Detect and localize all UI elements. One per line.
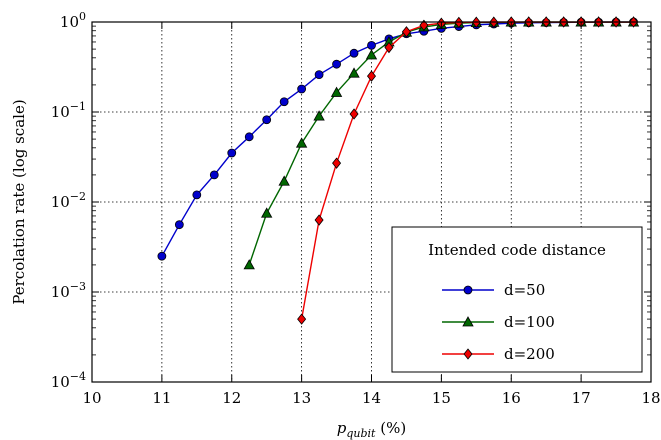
y-tick-label: 10−4: [51, 370, 86, 391]
data-point-d=200: [332, 157, 342, 169]
x-axis-label-unit: (%): [375, 419, 406, 437]
data-point-d=50: [209, 170, 219, 180]
x-tick-label: 11: [152, 389, 171, 407]
legend-entry-d=50: d=50: [442, 281, 545, 299]
data-point-d=200: [314, 214, 324, 226]
legend-label: d=100: [504, 313, 555, 331]
series-line-d=50: [161, 21, 634, 257]
data-point-d=50: [314, 70, 324, 80]
series-d=50: [157, 17, 638, 261]
legend-swatch-marker: [462, 316, 474, 327]
y-tick-label: 10−2: [51, 190, 86, 211]
y-tick-label-base: 10: [51, 283, 70, 301]
x-tick-label: 12: [222, 389, 241, 407]
data-point-d=100: [278, 175, 290, 186]
data-point-d=100: [348, 67, 360, 78]
legend-label: d=200: [504, 345, 555, 363]
data-point-d=50: [367, 40, 376, 50]
y-tick-label-base: 10: [51, 103, 70, 121]
data-point-d=200: [419, 19, 429, 31]
grid: [92, 22, 651, 382]
x-tick-label: 13: [292, 389, 311, 407]
data-point-d=50: [349, 48, 359, 58]
legend-entries: d=50 d=100 d=200: [442, 281, 555, 363]
x-tick-label: 14: [362, 389, 381, 407]
y-tick-label-base: 10: [51, 193, 70, 211]
legend: Intended code distance d=50 d=100 d=200: [391, 226, 643, 373]
data-point-d=50: [157, 251, 167, 261]
x-tick-label: 10: [82, 389, 101, 407]
x-tick-label: 15: [432, 389, 451, 407]
legend-entry-d=100: d=100: [442, 313, 555, 331]
data-point-d=50: [244, 132, 254, 142]
data-point-d=50: [262, 115, 272, 125]
y-tick-label: 10−1: [51, 100, 86, 121]
data-point-d=50: [227, 148, 237, 158]
x-axis-label-base: p: [337, 419, 347, 437]
data-point-d=200: [384, 41, 394, 54]
axis-labels: pqubit (%) Percolation rate (log scale): [10, 99, 406, 440]
legend-swatch-marker: [463, 348, 473, 360]
y-tick-label-base: 10: [51, 373, 70, 391]
data-point-d=50: [332, 59, 341, 69]
y-tick-label-exponent: −3: [70, 280, 86, 293]
data-point-d=200: [297, 313, 307, 325]
y-tick-label: 10−3: [51, 280, 86, 301]
x-axis-label: pqubit (%): [337, 419, 406, 440]
y-tick-label-exponent: −1: [70, 100, 86, 113]
x-tick-label: 18: [641, 389, 660, 407]
data-point-d=50: [192, 190, 202, 200]
data-point-d=50: [297, 84, 307, 94]
y-tick-label: 100: [60, 10, 86, 31]
y-tick-label-base: 10: [60, 13, 79, 31]
data-point-d=50: [279, 97, 289, 107]
legend-title: Intended code distance: [428, 241, 606, 259]
data-point-d=200: [401, 26, 411, 38]
data-point-d=100: [365, 49, 378, 60]
data-point-d=100: [243, 259, 255, 270]
data-point-d=100: [295, 137, 308, 148]
legend-box: [391, 226, 643, 373]
data-point-d=100: [261, 207, 273, 218]
legend-entry-d=200: d=200: [442, 345, 555, 363]
x-tick-label: 17: [572, 389, 591, 407]
legend-label: d=50: [504, 281, 545, 299]
data-point-d=100: [313, 110, 325, 121]
data-point-d=50: [174, 220, 184, 230]
y-axis-label: Percolation rate (log scale): [10, 99, 28, 304]
x-tick-label: 16: [502, 389, 521, 407]
data-point-d=200: [349, 108, 359, 120]
y-tick-label-exponent: −4: [70, 370, 86, 383]
y-tick-label-exponent: −2: [70, 190, 86, 203]
data-point-d=200: [366, 70, 377, 82]
y-tick-label-exponent: 0: [79, 10, 86, 23]
data-point-d=100: [330, 86, 343, 97]
legend-swatch-marker: [463, 285, 473, 295]
x-axis-label-subscript: qubit: [346, 427, 376, 440]
